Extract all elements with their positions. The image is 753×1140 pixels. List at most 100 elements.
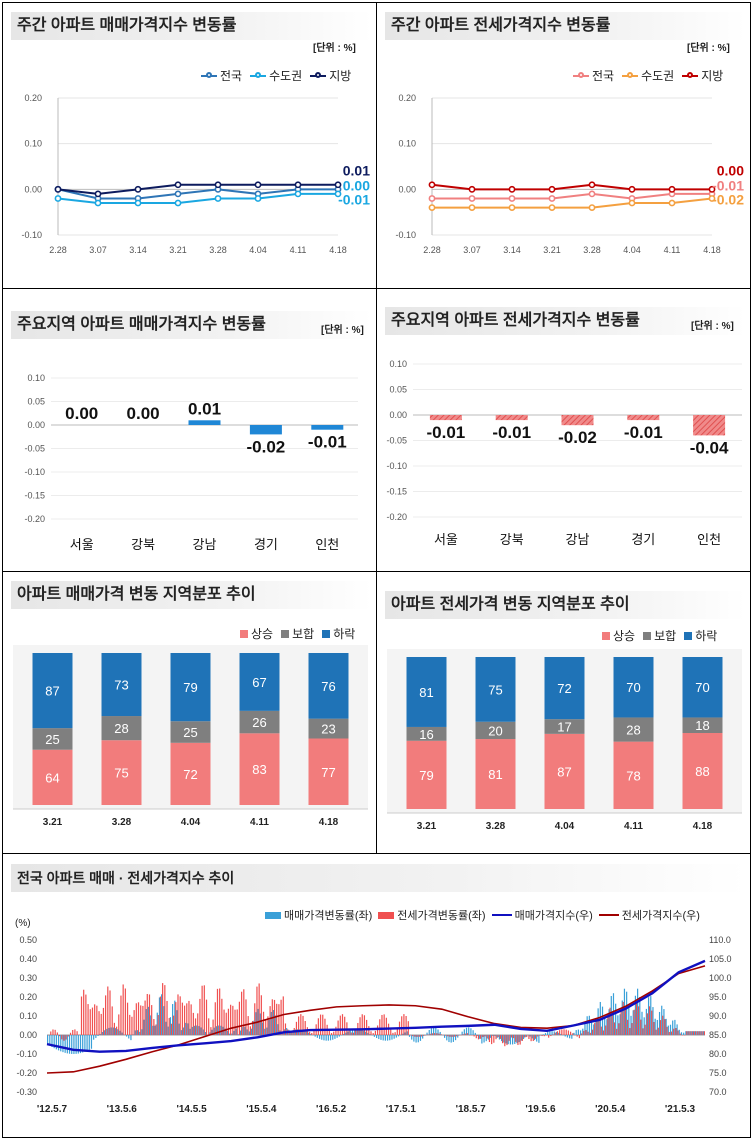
rate-bar-jeonse [440,1034,442,1035]
rate-bar-sale [165,1021,167,1035]
rate-bar-jeonse [420,1035,423,1037]
rate-bar-jeonse [545,1035,548,1036]
rate-bar-sale [597,1008,599,1035]
rate-bar-sale [687,1031,689,1035]
data-label: 83 [252,762,266,777]
x-tick-label: '21.5.3 [665,1104,696,1115]
rate-bar-sale [97,1035,99,1036]
rate-bar-sale [573,1032,575,1035]
x-tick-label: 2.28 [423,245,441,255]
rate-bar-jeonse [462,1034,464,1035]
rate-bar-sale [182,1027,185,1035]
bar-segment [170,653,211,722]
rate-bar-jeonse [238,1001,241,1035]
data-point [174,199,182,207]
rate-bar-sale [75,1035,77,1054]
rate-bar-jeonse [142,1005,144,1035]
rate-bar-jeonse [653,1021,655,1035]
rate-bar-sale [356,1029,358,1035]
rate-bar-sale [630,1015,632,1035]
x-tick-label: 4.18 [703,245,721,255]
rate-bar-sale [114,1028,117,1035]
rate-bar-jeonse [519,1035,521,1045]
legend-item: 전세가격지수(우) [598,907,700,923]
rate-bar-sale [569,1035,571,1039]
bar-segment [544,657,585,720]
rate-bar-jeonse [473,1035,475,1037]
x-tick-label: 3.28 [209,245,227,255]
rate-bar-sale [389,1035,391,1041]
rate-bar-jeonse [133,1010,135,1035]
data-label: 79 [419,768,433,783]
y-tick-label: -0.15 [24,491,45,501]
rate-bar-sale [112,1027,115,1035]
legend-item: 전국 [573,67,614,84]
rate-bar-sale [698,1031,700,1035]
rate-bar-jeonse [602,1030,605,1035]
rate-bar-jeonse [122,984,124,1035]
rate-bar-sale [694,1031,696,1035]
rate-bar-jeonse [210,1027,212,1035]
x-tick-label: 4.04 [555,821,575,832]
rate-bar-sale [68,1035,71,1054]
y-tick-label: -0.15 [386,487,407,497]
bar [249,425,282,435]
rate-bar-sale [327,1035,329,1041]
rate-bar-jeonse [436,1033,438,1035]
x-tick-label: 경기 [631,532,655,547]
panel-title: 주간 아파트 전세가격지수 변동률 [385,12,746,40]
rate-bar-sale [362,1030,365,1035]
rate-bar-jeonse [409,1035,412,1036]
rate-bar-jeonse [205,999,208,1035]
rate-bar-jeonse [455,1035,458,1037]
rate-bar-sale [459,1034,461,1036]
bar-segment [32,728,73,750]
data-label: 64 [45,770,59,785]
rate-bar-sale [250,1028,253,1035]
rate-bar-sale [110,1027,112,1035]
rate-bar-jeonse [223,1009,225,1035]
y-tick-label: 0.10 [389,359,407,369]
rate-bar-sale [163,1006,165,1035]
rate-bar-jeonse [605,1025,607,1035]
rate-bar-sale [47,1035,49,1045]
y-tick-label: 0.20 [398,93,416,103]
x-tick-label: '14.5.5 [176,1104,207,1115]
rate-bar-jeonse [368,1026,370,1035]
data-point [294,181,302,189]
rate-bar-sale [485,1035,487,1042]
rate-bar-jeonse [78,1034,80,1036]
rate-bar-sale [305,1031,308,1035]
rate-bar-jeonse [681,1034,684,1036]
rate-bar-sale [562,1035,564,1036]
rate-bar-jeonse [675,1028,677,1035]
y-tick-label: -0.05 [386,436,407,446]
y-tick-label: 75.0 [709,1068,727,1078]
rate-bar-sale [479,1035,481,1039]
y-tick-label: 0.10 [398,139,416,149]
y-tick-label: 0.10 [24,139,42,149]
rate-bar-sale [560,1033,562,1035]
rate-bar-jeonse [317,1018,319,1035]
rate-bar-jeonse [559,1030,561,1035]
y-tick-label: -0.10 [395,230,416,240]
legend-item: 매매가격지수(우) [491,907,593,923]
rate-bar-jeonse [655,1029,657,1035]
x-tick-label: 강남 [193,537,217,552]
rate-bar-jeonse [403,1014,405,1035]
y-tick-label: -0.20 [386,512,407,522]
rate-bar-sale [669,1024,672,1035]
rate-bar-sale [452,1035,454,1042]
rate-bar-sale [696,1031,698,1035]
rate-bar-jeonse [188,1000,190,1035]
rate-bar-jeonse [262,1011,265,1035]
rate-bar-sale [553,1031,555,1035]
rate-bar-sale [329,1035,332,1041]
rate-bar-jeonse [300,1014,302,1035]
rate-bar-sale [558,1032,560,1035]
legend-item: 상승 [240,625,273,642]
rate-bar-jeonse [192,1012,194,1035]
series-line [57,188,338,200]
rate-bar-sale [64,1035,66,1053]
rate-bar-sale [547,1032,549,1035]
